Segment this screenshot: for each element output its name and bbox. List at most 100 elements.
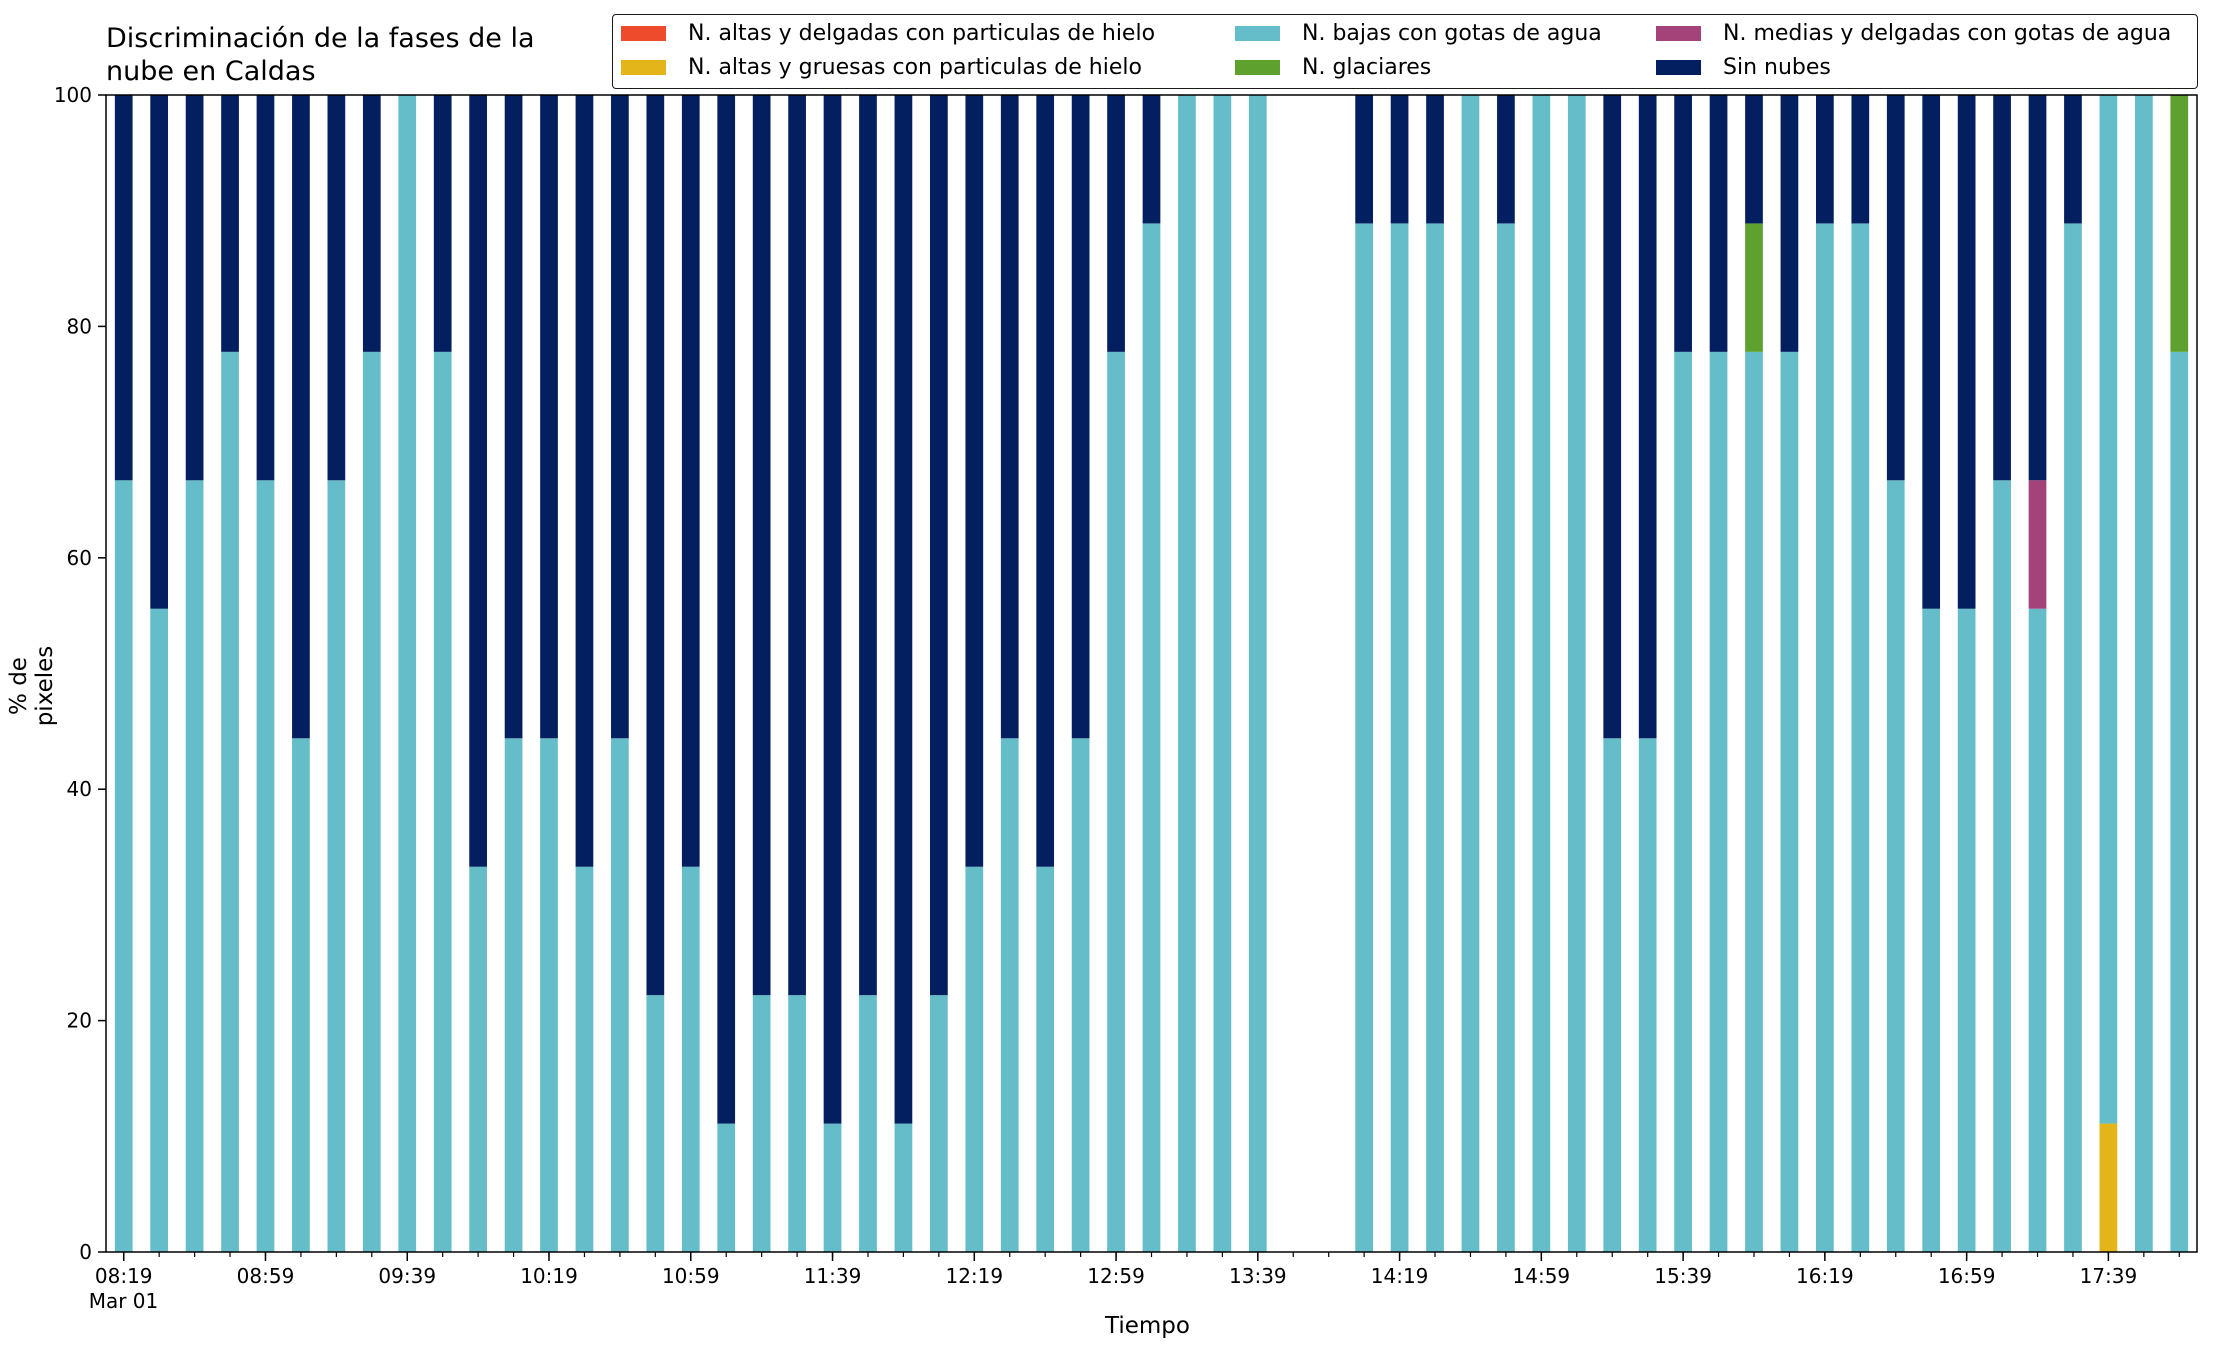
bar-segment xyxy=(469,866,487,1252)
bar-segment xyxy=(930,95,948,996)
bar-segment xyxy=(1957,608,1976,1252)
bar-segment xyxy=(1390,95,1409,224)
x-tick-label: 10:59 xyxy=(662,1264,720,1288)
bar-segment xyxy=(575,866,594,1252)
legend-swatch xyxy=(621,26,666,41)
bar-segment xyxy=(327,95,346,481)
bar-segment xyxy=(540,738,558,1252)
bar-segment xyxy=(1922,95,1941,609)
bar-segment xyxy=(965,866,984,1252)
bar-segment xyxy=(114,480,133,1252)
legend-item: N. bajas con gotas de agua xyxy=(1235,21,1602,46)
x-tick-label: 08:59 xyxy=(237,1264,295,1288)
bar-segment xyxy=(185,95,204,481)
bar-segment xyxy=(1142,223,1161,1253)
x-tick-label: 08:19 xyxy=(95,1264,153,1288)
legend-label: N. altas y delgadas con particulas de hi… xyxy=(688,21,1156,46)
bar-segment xyxy=(292,95,310,739)
bar-segment xyxy=(1142,95,1161,224)
bar-segment xyxy=(1745,351,1763,1253)
bar-segment xyxy=(1816,223,1834,1253)
legend-label: Sin nubes xyxy=(1723,55,1831,80)
bar-segment xyxy=(1000,738,1019,1252)
bar-segment xyxy=(1780,351,1799,1253)
bar-segment xyxy=(717,95,736,1124)
bar-segment xyxy=(646,995,665,1252)
bar-segment xyxy=(504,738,523,1252)
bar-segment xyxy=(256,95,275,481)
legend-item: Sin nubes xyxy=(1656,55,1831,80)
bar-segment xyxy=(2099,1123,2118,1252)
bar-segment xyxy=(752,995,771,1252)
legend-swatch xyxy=(1235,26,1280,41)
bar-segment xyxy=(1603,738,1622,1252)
legend-label: N. medias y delgadas con gotas de agua xyxy=(1723,21,2172,46)
bar-segment xyxy=(1993,480,2011,1252)
bar-segment xyxy=(1745,223,1763,352)
legend-label: N. bajas con gotas de agua xyxy=(1302,21,1602,46)
bar-segment xyxy=(1071,95,1090,739)
bar-segment xyxy=(292,738,310,1252)
bar-segment xyxy=(327,480,346,1252)
bar-segment xyxy=(611,738,629,1252)
bar-segment xyxy=(114,95,133,481)
x-tick-label: 16:19 xyxy=(1796,1264,1854,1288)
bar-segment xyxy=(1851,95,1870,224)
legend-swatch xyxy=(1235,60,1280,75)
bar-segment xyxy=(540,95,558,739)
bar-segment xyxy=(2064,95,2082,224)
bar-segment xyxy=(1497,223,1515,1253)
x-tick-label: 15:39 xyxy=(1654,1264,1712,1288)
bar-segment xyxy=(362,351,381,1253)
bar-segment xyxy=(2170,351,2189,1253)
bar-segment xyxy=(1248,95,1267,1252)
bar-segment xyxy=(362,95,381,352)
bar-segment xyxy=(1709,351,1728,1253)
bar-segment xyxy=(1532,95,1551,1252)
bar-segment xyxy=(575,95,594,867)
bar-segment xyxy=(185,480,204,1252)
bar-segment xyxy=(1993,95,2011,481)
y-tick-label: 100 xyxy=(54,83,92,107)
bar-segment xyxy=(221,95,239,352)
chart-title: Discriminación de la fases de la nube en… xyxy=(106,23,535,87)
bar-segment xyxy=(1709,95,1728,352)
bar-segment xyxy=(1638,738,1657,1252)
x-tick-label: 12:19 xyxy=(945,1264,1003,1288)
bar-segment xyxy=(1426,95,1444,224)
bar-segment xyxy=(1355,223,1373,1253)
bar-segment xyxy=(1745,95,1763,224)
bar-segment xyxy=(2028,480,2047,609)
bar-segment xyxy=(717,1123,736,1252)
bar-segment xyxy=(930,995,948,1252)
y-tick-label: 0 xyxy=(79,1240,92,1264)
bar-segment xyxy=(823,95,842,1124)
bar-segment xyxy=(646,95,665,996)
x-tick-label: 17:39 xyxy=(2080,1264,2138,1288)
bar-segment xyxy=(1461,95,1480,1252)
legend-item: N. altas y delgadas con particulas de hi… xyxy=(621,21,1155,46)
bar-segment xyxy=(788,995,806,1252)
bar-segment xyxy=(1816,95,1834,224)
bar-segment xyxy=(965,95,984,867)
x-axis-label: Tiempo xyxy=(1105,1313,1190,1339)
bar-segment xyxy=(1638,95,1657,739)
bar-segment xyxy=(611,95,629,739)
legend-item: N. medias y delgadas con gotas de agua xyxy=(1656,21,2171,46)
bar-segment xyxy=(1957,95,1976,609)
x-tick-sublabel: Mar 01 xyxy=(89,1289,159,1313)
bar-segment xyxy=(1780,95,1799,352)
bar-segment xyxy=(1603,95,1622,739)
x-tick-label: 13:39 xyxy=(1229,1264,1287,1288)
bar-segment xyxy=(1851,223,1870,1253)
bar-segment xyxy=(1886,95,1905,481)
bar-segment xyxy=(1178,95,1196,1252)
bar-segment xyxy=(2064,223,2082,1253)
x-tick-label: 11:39 xyxy=(804,1264,862,1288)
bar-segment xyxy=(2134,95,2153,1252)
bar-segment xyxy=(1000,95,1019,739)
bar-segment xyxy=(1036,866,1055,1252)
bar-segment xyxy=(1355,95,1373,224)
